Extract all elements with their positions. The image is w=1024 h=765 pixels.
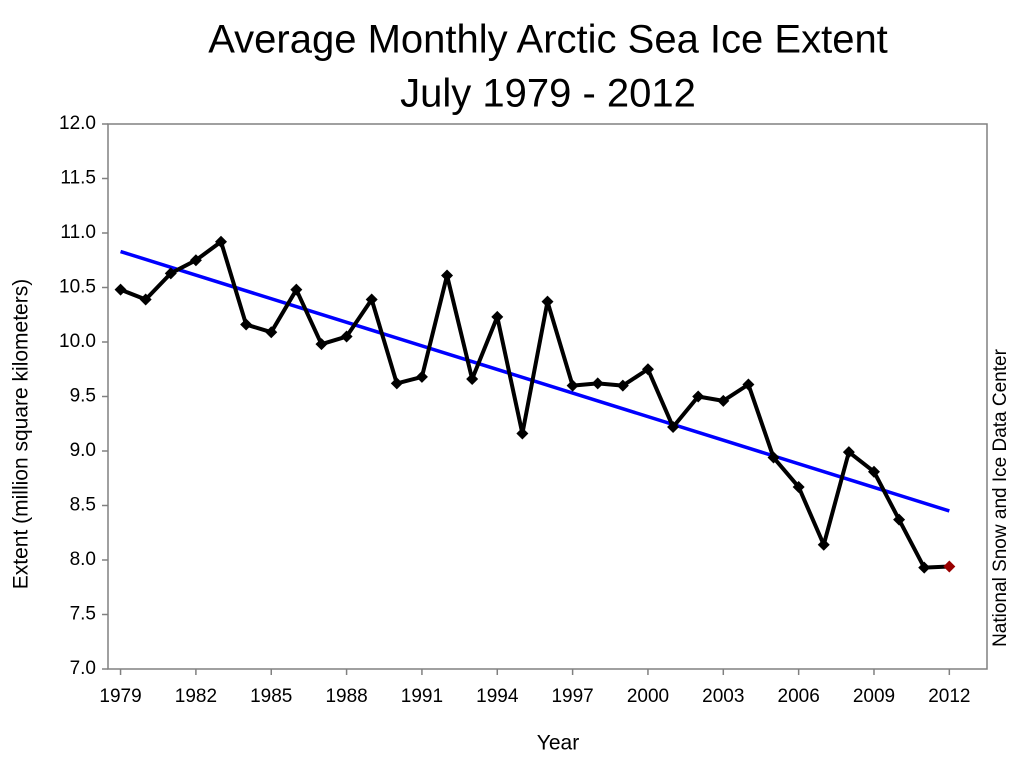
x-tick-label: 1997 (551, 686, 593, 707)
data-point (566, 379, 579, 392)
data-point (441, 269, 454, 282)
data-point (717, 394, 730, 407)
y-tick-label: 9.0 (70, 440, 96, 461)
x-tick-label: 1991 (401, 686, 443, 707)
data-point (340, 330, 353, 343)
chart-subtitle: July 1979 - 2012 (400, 72, 696, 116)
data-point (315, 338, 328, 351)
data-point (667, 421, 680, 434)
trend-line (120, 249, 950, 513)
y-tick-label: 10.0 (59, 331, 96, 352)
data-point (842, 446, 855, 459)
chart-title: Average Monthly Arctic Sea Ice Extent (208, 18, 888, 62)
y-tick-label: 7.0 (70, 658, 96, 679)
data-point (591, 377, 604, 390)
x-tick-label: 1985 (250, 686, 292, 707)
data-point (616, 379, 629, 392)
data-point (792, 480, 805, 493)
y-tick-label: 11.0 (60, 222, 96, 243)
data-point (918, 561, 931, 574)
data-point (516, 427, 529, 440)
x-tick-label: 2000 (627, 686, 669, 707)
y-tick-label: 7.5 (70, 604, 96, 625)
data-point (240, 318, 253, 331)
data-point (767, 451, 780, 464)
data-point (867, 465, 880, 478)
data-point (139, 293, 152, 306)
data-point (415, 370, 428, 383)
data-point (817, 538, 830, 551)
y-tick-label: 12.0 (59, 113, 96, 134)
x-tick-label: 2003 (702, 686, 744, 707)
x-tick-label: 1982 (175, 686, 217, 707)
x-tick-label: 1994 (476, 686, 519, 707)
y-tick-label: 11.5 (60, 168, 96, 189)
data-line (119, 239, 950, 570)
x-tick-label: 2012 (928, 686, 970, 707)
data-point (943, 560, 956, 573)
data-point (365, 293, 378, 306)
x-tick-label: 2009 (853, 686, 895, 707)
data-point (491, 310, 504, 323)
data-point (893, 513, 906, 526)
plot-frame (107, 123, 988, 670)
data-point (215, 235, 228, 248)
data-point (290, 283, 303, 296)
data-point (641, 363, 654, 376)
data-point (466, 373, 479, 386)
data-point (742, 378, 755, 391)
x-axis-label: Year (537, 732, 579, 755)
data-point (164, 267, 177, 280)
y-tick-label: 9.5 (70, 386, 96, 407)
x-tick-label: 1979 (99, 686, 141, 707)
x-tick-label: 2006 (778, 686, 820, 707)
data-point (692, 390, 705, 403)
x-tick-label: 1988 (325, 686, 367, 707)
source-note: National Snow and Ice Data Center (990, 348, 1011, 647)
y-tick-label: 8.5 (70, 495, 96, 516)
data-point (541, 295, 554, 308)
y-tick-label: 8.0 (70, 549, 96, 570)
y-tick-label: 10.5 (59, 277, 96, 298)
data-point (265, 326, 278, 339)
y-axis-label: Extent (million square kilometers) (10, 279, 33, 589)
data-point (189, 254, 202, 267)
data-point (114, 283, 127, 296)
data-point (390, 377, 403, 390)
